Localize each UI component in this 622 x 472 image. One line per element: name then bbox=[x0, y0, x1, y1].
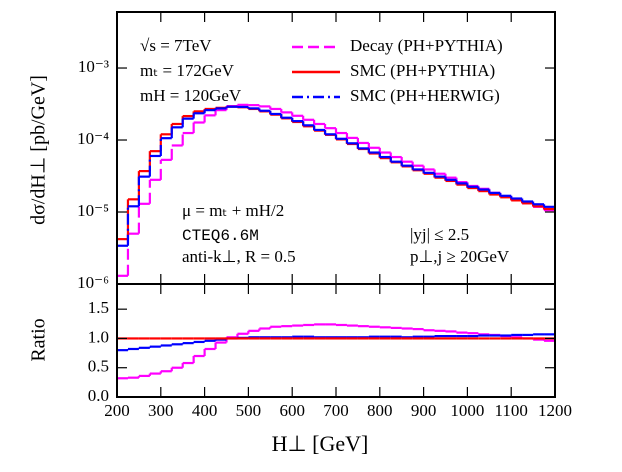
annotation: p⊥,j ≥ 20GeV bbox=[410, 247, 510, 266]
y-tick-label: 10⁻³ bbox=[78, 57, 109, 76]
x-tick-label: 700 bbox=[323, 401, 349, 420]
annotation: mₜ = 172GeV bbox=[140, 61, 235, 80]
x-tick-label: 300 bbox=[148, 401, 174, 420]
x-tick-label: 900 bbox=[411, 401, 437, 420]
panel-frame bbox=[116, 283, 556, 398]
y-axis-label: dσ/dH⊥ [pb/GeV] bbox=[28, 75, 50, 225]
annotation: CTEQ6.6M bbox=[182, 227, 259, 245]
x-tick-label: 1200 bbox=[538, 401, 572, 420]
y-tick-label: 0.5 bbox=[88, 357, 109, 376]
x-tick-label: 800 bbox=[367, 401, 393, 420]
annotation: μ = mₜ + mH/2 bbox=[182, 201, 284, 220]
x-tick-label: 400 bbox=[192, 401, 218, 420]
x-tick-label: 600 bbox=[279, 401, 305, 420]
y-tick-label: 10⁻⁴ bbox=[77, 129, 109, 148]
x-axis-label: H⊥ [GeV] bbox=[272, 431, 369, 456]
x-tick-label: 200 bbox=[104, 401, 130, 420]
x-tick-label: 1100 bbox=[495, 401, 528, 420]
x-tick-label: 1000 bbox=[450, 401, 484, 420]
y-tick-label: 0.0 bbox=[88, 386, 109, 405]
y-tick-label: 10⁻⁵ bbox=[77, 201, 109, 220]
y-tick-label: 1.0 bbox=[88, 327, 109, 346]
annotation: |yj| ≤ 2.5 bbox=[410, 225, 469, 244]
legend-label: SMC (PH+HERWIG) bbox=[350, 86, 500, 105]
annotation: √s = 7TeV bbox=[140, 36, 212, 55]
annotation: anti-k⊥, R = 0.5 bbox=[182, 247, 296, 266]
plot-area bbox=[117, 323, 555, 380]
legend-label: Decay (PH+PYTHIA) bbox=[350, 36, 503, 55]
legend-label: SMC (PH+PYTHIA) bbox=[350, 61, 495, 80]
y-tick-label: 1.5 bbox=[88, 298, 109, 317]
x-tick-label: 500 bbox=[236, 401, 262, 420]
annotation: mH = 120GeV bbox=[140, 86, 242, 105]
plot-area bbox=[117, 103, 555, 277]
y-tick-label: 10⁻⁶ bbox=[77, 273, 109, 292]
y-axis-label: Ratio bbox=[28, 318, 50, 361]
